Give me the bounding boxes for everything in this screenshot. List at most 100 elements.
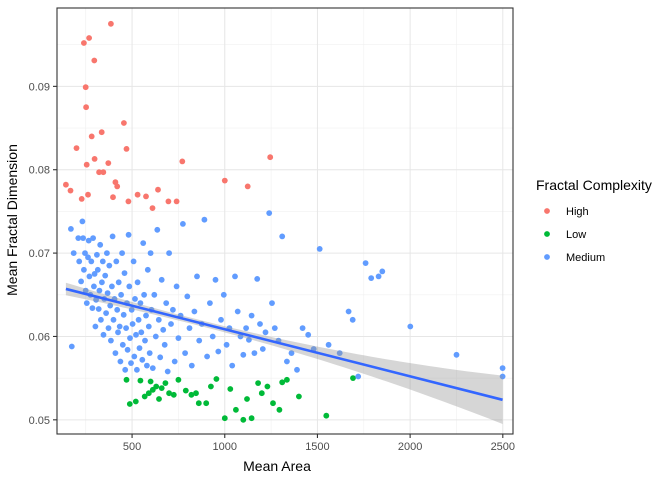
- point-medium: [139, 356, 146, 363]
- point-high: [155, 186, 161, 193]
- point-medium: [135, 316, 142, 323]
- point-medium: [191, 308, 198, 315]
- y-tick-label: 0.05: [29, 415, 50, 427]
- point-medium: [147, 250, 154, 256]
- point-medium: [78, 278, 84, 285]
- point-medium: [163, 300, 170, 306]
- point-medium: [104, 290, 111, 296]
- point-medium: [131, 353, 138, 360]
- point-medium: [107, 302, 114, 309]
- point-high: [86, 35, 92, 41]
- point-medium: [85, 237, 92, 244]
- point-high: [173, 198, 180, 205]
- point-low: [350, 375, 356, 381]
- point-low: [162, 380, 169, 386]
- x-tick-label: 500: [123, 441, 141, 453]
- point-medium: [204, 353, 211, 360]
- point-medium: [115, 329, 121, 336]
- point-medium: [68, 343, 75, 350]
- point-low: [145, 390, 152, 397]
- point-medium: [124, 346, 131, 353]
- y-tick-label: 0.06: [29, 331, 50, 343]
- legend-label-high: High: [566, 206, 589, 218]
- point-medium: [134, 366, 140, 373]
- point-low: [270, 400, 276, 407]
- point-medium: [134, 279, 141, 286]
- point-medium: [160, 326, 167, 333]
- y-tick-label: 0.07: [29, 248, 50, 260]
- point-low: [147, 378, 154, 385]
- point-medium: [266, 210, 273, 217]
- point-medium: [117, 358, 124, 365]
- point-medium: [138, 329, 145, 336]
- point-low: [158, 385, 165, 391]
- point-high: [83, 161, 90, 168]
- point-medium: [126, 283, 133, 290]
- point-medium: [232, 273, 238, 280]
- point-high: [110, 194, 116, 201]
- point-medium: [284, 358, 290, 365]
- point-high: [91, 57, 98, 64]
- point-medium: [209, 333, 216, 340]
- point-medium: [223, 341, 230, 348]
- point-medium: [259, 346, 266, 352]
- point-medium: [325, 341, 332, 348]
- point-medium: [453, 351, 460, 358]
- point-medium: [85, 254, 91, 261]
- point-low: [276, 406, 283, 413]
- point-medium: [99, 258, 106, 265]
- point-low: [284, 376, 290, 383]
- point-low: [255, 380, 261, 386]
- axes: 500 1000 1500 2000 2500 0.05 0.06 0.07 0.08 0.09: [29, 7, 515, 453]
- point-low: [203, 400, 210, 407]
- point-medium: [170, 306, 176, 313]
- point-medium: [91, 271, 98, 277]
- point-medium: [201, 216, 208, 223]
- point-medium: [145, 323, 152, 330]
- point-medium: [95, 306, 102, 312]
- point-medium: [112, 350, 119, 356]
- point-low: [182, 387, 189, 394]
- point-high: [67, 187, 74, 194]
- point-medium: [164, 368, 171, 375]
- point-medium: [82, 250, 88, 256]
- trend-line: [65, 287, 503, 402]
- point-medium: [362, 260, 369, 266]
- point-medium: [158, 276, 165, 283]
- point-high: [108, 20, 114, 27]
- point-medium: [103, 310, 109, 316]
- point-high: [149, 205, 156, 212]
- point-low: [208, 383, 214, 390]
- point-medium: [349, 316, 356, 323]
- point-medium: [240, 351, 247, 358]
- point-low: [193, 390, 199, 397]
- point-medium: [108, 337, 114, 344]
- point-low: [258, 390, 265, 397]
- point-medium: [94, 251, 100, 258]
- point-medium: [99, 279, 105, 286]
- point-medium: [128, 306, 135, 313]
- point-high: [114, 183, 121, 190]
- point-medium: [207, 300, 213, 306]
- point-high: [244, 183, 251, 190]
- point-low: [153, 383, 160, 390]
- point-medium: [180, 221, 186, 227]
- point-low: [132, 398, 139, 405]
- point-medium: [499, 373, 506, 380]
- point-medium: [105, 325, 112, 331]
- point-medium: [175, 335, 182, 341]
- point-medium: [212, 276, 219, 283]
- point-medium: [379, 268, 386, 275]
- point-medium: [288, 350, 295, 356]
- point-medium: [100, 331, 107, 338]
- point-high: [121, 120, 127, 126]
- point-medium: [143, 312, 149, 319]
- point-medium: [119, 250, 125, 256]
- point-medium: [133, 331, 139, 338]
- point-high: [179, 158, 186, 165]
- point-low: [227, 386, 234, 392]
- point-low: [213, 376, 220, 382]
- point-low: [126, 401, 133, 407]
- point-medium: [155, 316, 162, 323]
- point-medium: [91, 283, 97, 290]
